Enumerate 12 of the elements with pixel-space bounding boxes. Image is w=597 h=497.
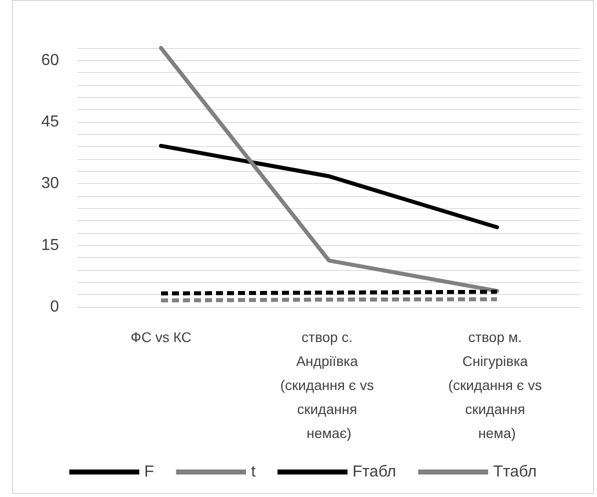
x-tick-label: створ м. Снігурівка (скидання є vs скидання нема) bbox=[448, 329, 546, 441]
x-tick-label: створ с. Андріївка (скидання є vs скидання немає) bbox=[280, 329, 378, 441]
legend-label: t bbox=[251, 464, 256, 480]
y-tick-label: 15 bbox=[41, 236, 60, 254]
x-tick-label: ФС vs КС bbox=[130, 329, 192, 345]
y-tick-label: 60 bbox=[41, 52, 60, 69]
legend-label: Fтабл bbox=[352, 464, 396, 480]
legend-label: Tтабл bbox=[493, 464, 537, 480]
y-tick-label: 45 bbox=[41, 114, 60, 130]
y-tick-label: 30 bbox=[41, 175, 60, 192]
y-tick-label: 0 bbox=[50, 298, 60, 316]
legend-label: F bbox=[144, 464, 154, 480]
